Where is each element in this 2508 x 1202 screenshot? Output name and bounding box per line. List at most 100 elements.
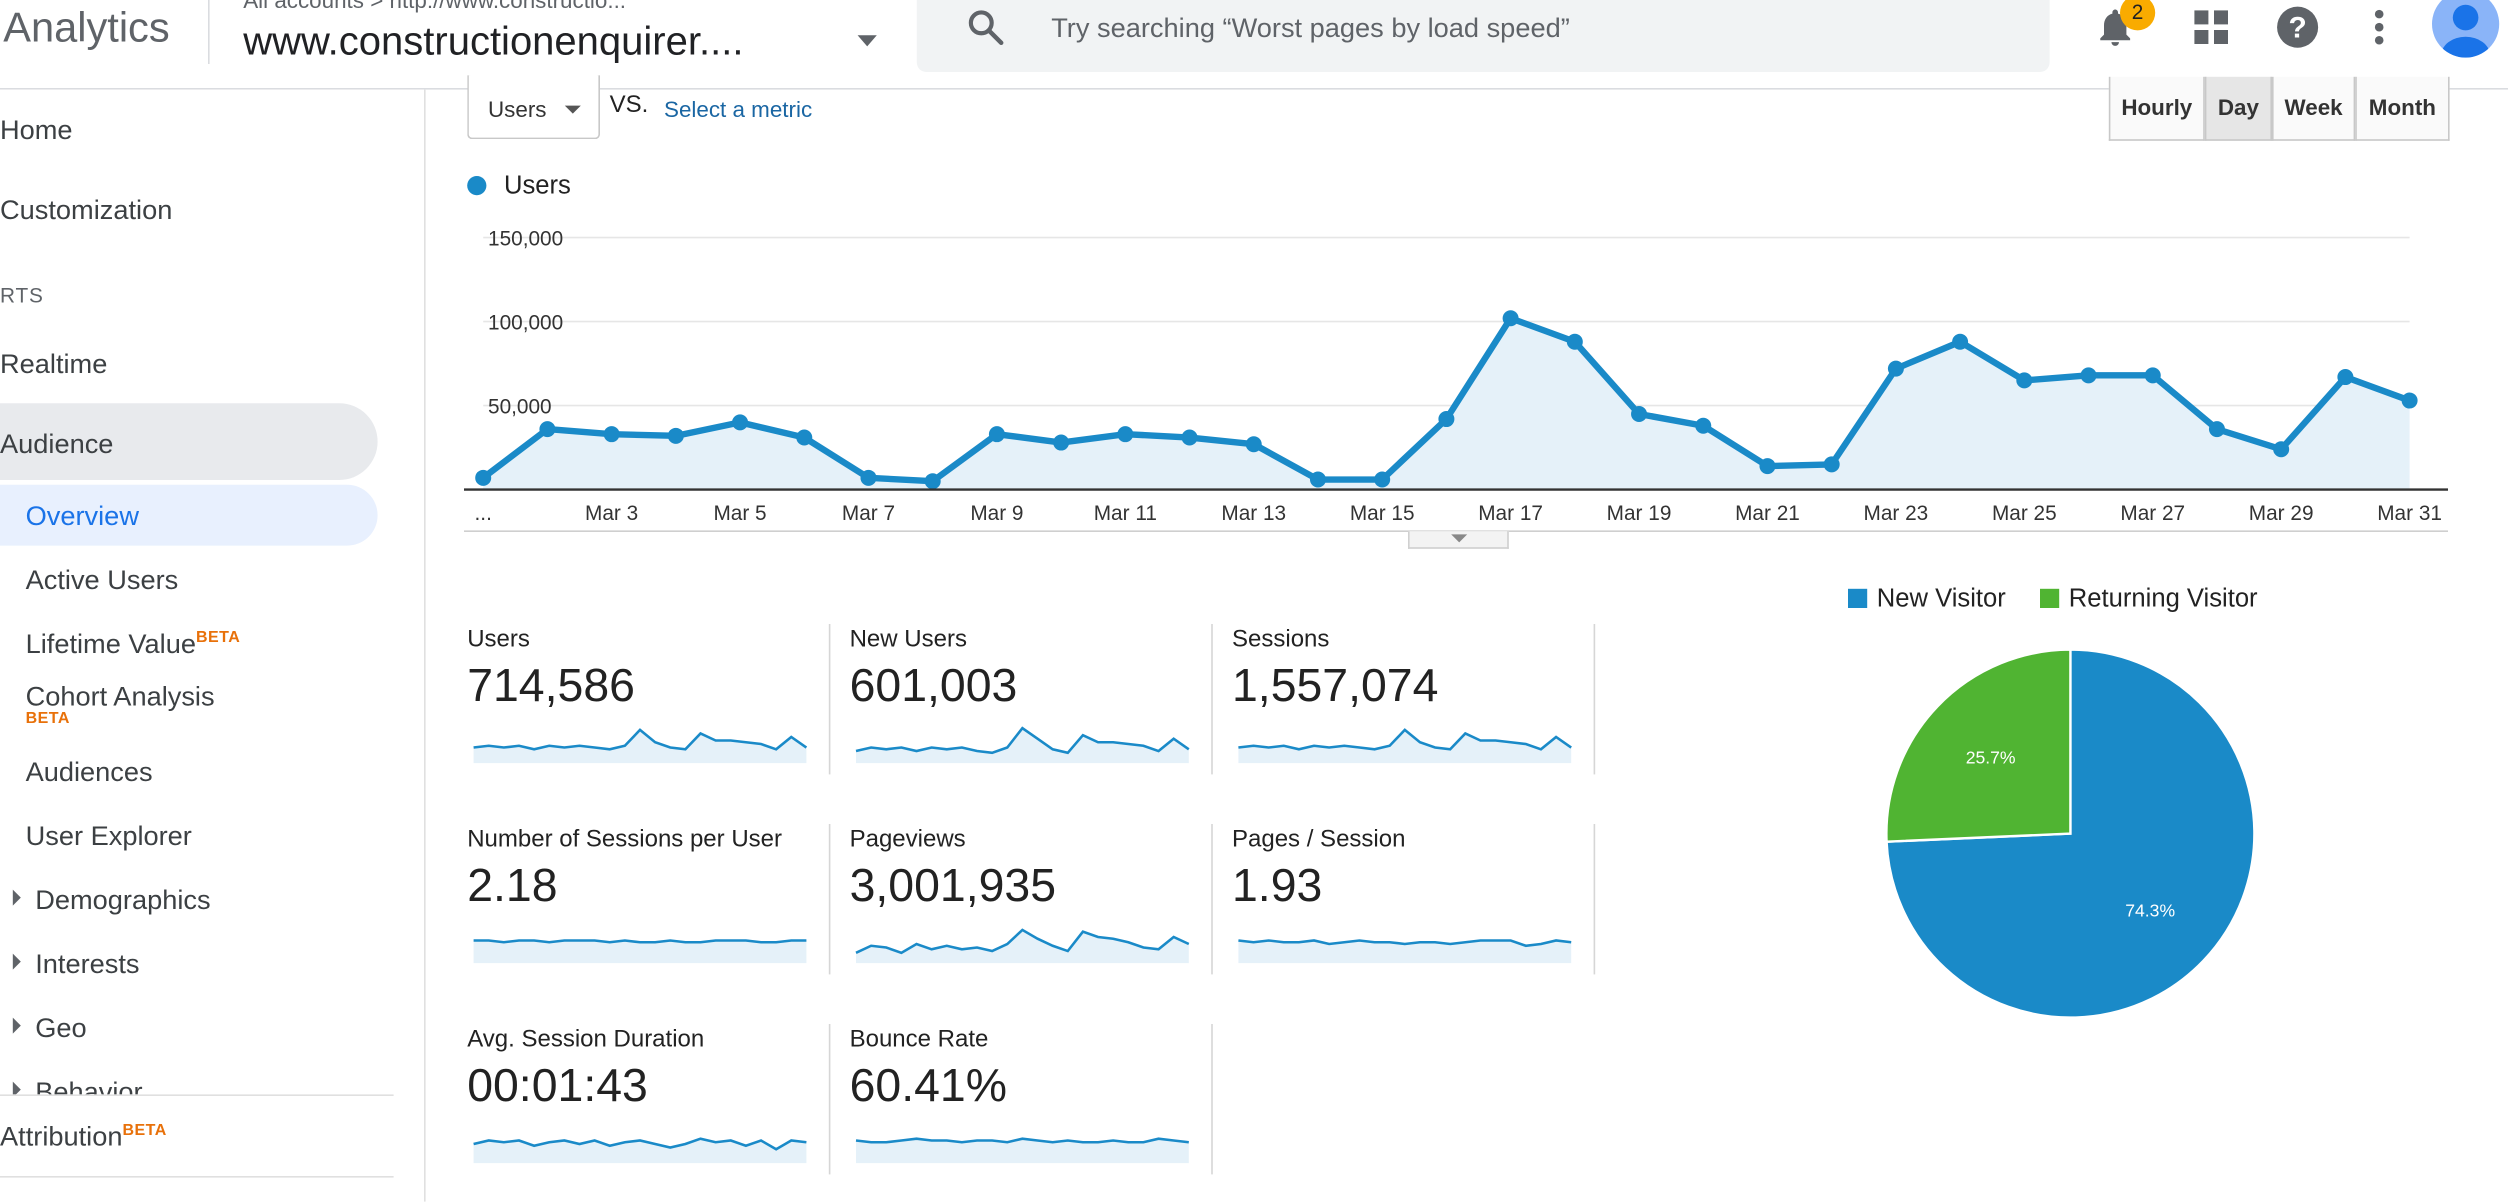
metric-value: 2.18 (467, 860, 558, 912)
pie-legend-returning-visitor[interactable]: Returning Visitor (2040, 586, 2258, 615)
data-point[interactable] (1181, 429, 1198, 446)
x-tick-label: Mar 31 (2377, 502, 2442, 525)
sidebar-item-attribution[interactable]: AttributionBETA (0, 1122, 167, 1154)
breadcrumb[interactable]: All accounts > http://www.constructio... (243, 0, 627, 13)
help-icon[interactable]: ? (2275, 5, 2320, 50)
search-bar[interactable] (916, 0, 2050, 72)
period-day-button[interactable]: Day (2204, 76, 2272, 141)
sparkline-line (473, 1137, 807, 1151)
data-point[interactable] (988, 426, 1005, 443)
period-month-button[interactable]: Month (2355, 76, 2450, 141)
avatar[interactable] (2432, 0, 2500, 58)
users-line-chart[interactable]: 150,000 100,000 50,000... Mar 3 Mar 5 Mar 7 Ma… (464, 208, 2456, 536)
sidebar-item-lifetime-value[interactable]: Lifetime ValueBETA (26, 629, 241, 661)
metric-label: New Users (849, 625, 967, 653)
sparkline-fill (1238, 940, 1572, 964)
app-name[interactable]: Analytics (3, 3, 170, 52)
sidebar-item-audience-highlight[interactable] (0, 403, 378, 480)
sidebar-item-cohort-analysis[interactable]: Cohort Analysis (25, 681, 215, 712)
sidebar-item-interests[interactable]: Interests (12, 949, 140, 981)
data-point[interactable] (732, 414, 749, 431)
sidebar-item-home[interactable]: Home (0, 115, 73, 146)
metric-pages-per-session[interactable]: Pages / Session 1.93 (1232, 826, 1594, 978)
search-icon[interactable] (965, 6, 1007, 48)
notification-badge[interactable]: 2 (2120, 0, 2156, 31)
metric-label: Pages / Session (1232, 825, 1406, 853)
sidebar-item-geo[interactable]: Geo (12, 1013, 87, 1045)
sidebar-item-overview[interactable]: Overview (25, 500, 139, 532)
data-point[interactable] (1759, 458, 1776, 475)
data-point[interactable] (924, 473, 941, 490)
sidebar-item-behavior[interactable]: Behavior (12, 1077, 143, 1095)
x-tick-label: Mar 9 (970, 502, 1023, 525)
sparkline-line (855, 928, 1190, 955)
data-point[interactable] (667, 427, 684, 444)
metric-sessions-per-user[interactable]: Number of Sessions per User 2.18 (467, 826, 829, 978)
data-point[interactable] (2016, 372, 2033, 389)
sidebar-item-active-users[interactable]: Active Users (25, 564, 179, 596)
data-point[interactable] (796, 429, 813, 446)
period-week-button[interactable]: Week (2272, 76, 2356, 141)
x-tick-label: Mar 25 (1992, 502, 2057, 525)
data-point[interactable] (1566, 333, 1583, 350)
metric-users[interactable]: Users 714,586 (467, 626, 829, 778)
apps-grid-icon[interactable] (2189, 5, 2234, 50)
x-tick-label: Mar 11 (1094, 502, 1157, 525)
metric-value: 1.93 (1232, 860, 1323, 912)
metric-divider (1593, 624, 1596, 775)
data-point[interactable] (2144, 367, 2161, 384)
data-point[interactable] (2208, 421, 2225, 438)
legend-swatch (1848, 588, 1868, 608)
sidebar-item-realtime[interactable]: Realtime (0, 348, 108, 380)
data-point[interactable] (860, 469, 877, 486)
more-vert-icon[interactable] (2357, 5, 2402, 50)
data-point[interactable] (1117, 426, 1134, 443)
data-point[interactable] (1631, 406, 1648, 422)
pie-slice[interactable] (1885, 648, 2072, 843)
pie-legend-label: New Visitor (1876, 585, 2006, 613)
data-point[interactable] (1502, 310, 1519, 327)
data-point[interactable] (1695, 417, 1712, 434)
metric-bounce-rate[interactable]: Bounce Rate 60.41% (850, 1026, 1212, 1178)
chevron-down-icon[interactable] (857, 35, 877, 47)
search-input[interactable] (1051, 9, 1948, 49)
period-hourly-button[interactable]: Hourly (2108, 76, 2205, 141)
metric-sparkline (855, 928, 1190, 964)
metric-new-users[interactable]: New Users 601,003 (850, 626, 1212, 778)
sidebar-item-overview-highlight[interactable] (0, 484, 378, 546)
data-point[interactable] (1245, 436, 1262, 453)
metric-dropdown[interactable]: Users (467, 75, 600, 140)
data-point[interactable] (1374, 471, 1391, 488)
sidebar-item-user-explorer[interactable]: User Explorer (25, 820, 192, 852)
metric-divider (828, 824, 831, 975)
data-point[interactable] (1053, 434, 1070, 451)
data-point[interactable] (2273, 441, 2290, 458)
data-point[interactable] (539, 421, 556, 438)
data-point[interactable] (603, 426, 620, 443)
data-point[interactable] (1309, 471, 1326, 488)
data-point[interactable] (1952, 333, 1969, 350)
legend-users[interactable]: Users (504, 172, 571, 200)
data-point[interactable] (475, 469, 492, 486)
metric-sparkline (473, 939, 807, 964)
sidebar-item-audience[interactable]: Audience (0, 428, 114, 460)
legend-users-marker (467, 176, 487, 196)
data-point[interactable] (2080, 367, 2097, 384)
metric-avg-session-duration[interactable]: Avg. Session Duration 00:01:43 (467, 1026, 829, 1178)
metric-sessions[interactable]: Sessions 1,557,074 (1232, 626, 1594, 778)
data-point[interactable] (2337, 369, 2354, 386)
sidebar-item-customization[interactable]: Customization (0, 195, 173, 226)
chart-resize-handle[interactable] (1408, 531, 1509, 549)
data-point[interactable] (1823, 456, 1840, 473)
sidebar-item-demographics[interactable]: Demographics (12, 885, 211, 917)
pie-legend-new-visitor[interactable]: New Visitor (1848, 586, 2006, 615)
data-point[interactable] (2401, 392, 2418, 409)
metric-pageviews[interactable]: Pageviews 3,001,935 (850, 826, 1212, 978)
data-point[interactable] (1887, 360, 1904, 377)
select-metric-link[interactable]: Select a metric (664, 96, 813, 122)
visitor-type-pie-chart[interactable]: 74.3% 25.7% (1885, 648, 2256, 1019)
data-point[interactable] (1438, 411, 1455, 428)
sidebar-divider (0, 1176, 394, 1178)
property-selector[interactable]: www.constructionenquirer.... (243, 19, 744, 64)
sidebar-item-audiences[interactable]: Audiences (25, 756, 153, 788)
